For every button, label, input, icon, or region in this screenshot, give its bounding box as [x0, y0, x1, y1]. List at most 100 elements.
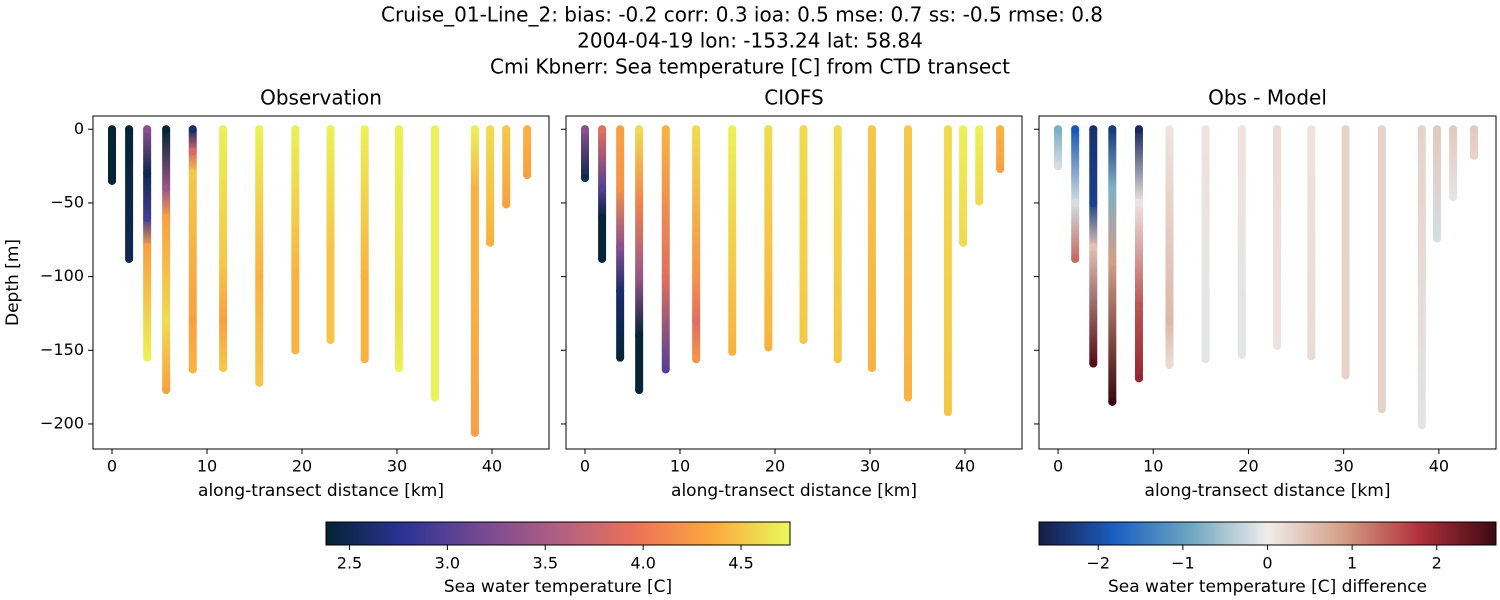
sample-point — [943, 125, 952, 134]
sample-point — [360, 272, 369, 281]
x-tick-label: 10 — [1143, 457, 1163, 476]
x-tick-label: 0 — [107, 457, 117, 476]
axes-frame — [92, 115, 550, 450]
sample-point — [1108, 257, 1117, 266]
colorbar-tick-label: 4.0 — [630, 554, 655, 573]
sample-point — [523, 170, 532, 179]
axes-frame — [565, 115, 1023, 450]
sample-point — [162, 316, 171, 325]
sample-point — [219, 316, 228, 325]
x-tick-label: 0 — [580, 457, 590, 476]
sample-point — [125, 125, 134, 134]
sample-point — [1341, 371, 1350, 380]
x-tick-label: 40 — [482, 457, 502, 476]
sample-point — [635, 198, 644, 207]
x-axis-label: along-transect distance [km] — [198, 481, 444, 501]
sample-point — [1071, 198, 1080, 207]
sample-point — [255, 272, 264, 281]
sample-point — [833, 125, 842, 134]
y-tick-label: −150 — [40, 340, 84, 359]
sample-point — [1377, 125, 1386, 134]
sample-point — [598, 184, 607, 193]
x-tick-label: 20 — [1238, 457, 1258, 476]
sample-point — [486, 238, 495, 247]
sample-point — [799, 335, 808, 344]
x-tick-label: 20 — [292, 457, 312, 476]
sample-point — [598, 213, 607, 222]
sample-point — [581, 125, 589, 134]
sample-point — [470, 184, 479, 193]
x-axis-label: along-transect distance [km] — [671, 481, 917, 501]
sample-point — [1449, 193, 1458, 202]
sample-point — [1054, 162, 1063, 171]
sample-point — [1417, 421, 1426, 430]
sample-point — [188, 316, 197, 325]
sample-point — [728, 125, 737, 134]
suptitle: Cmi Kbnerr: Sea temperature [C] from CTD… — [490, 55, 1010, 79]
panel-title: Obs - Model — [1208, 86, 1327, 110]
sample-point — [1237, 350, 1246, 359]
sample-point — [1307, 125, 1316, 134]
sample-point — [943, 408, 952, 417]
sample-point — [1134, 198, 1143, 207]
sample-point — [996, 165, 1005, 174]
sample-point — [1165, 125, 1174, 134]
sample-point — [692, 272, 701, 281]
sample-point — [1054, 125, 1063, 134]
colorbar-tick-label: 1 — [1347, 554, 1357, 573]
sample-point — [581, 173, 589, 182]
sample-point — [1089, 125, 1098, 134]
sample-point — [635, 125, 644, 134]
y-tick-label: −50 — [50, 192, 84, 211]
sample-point — [1089, 243, 1098, 252]
sample-point — [728, 347, 737, 356]
sample-point — [291, 272, 300, 281]
sample-point — [394, 363, 403, 372]
sample-point — [219, 363, 228, 372]
sample-point — [326, 125, 335, 134]
sample-point — [162, 386, 171, 395]
sample-point — [431, 125, 439, 134]
sample-point — [1417, 125, 1426, 134]
y-axis-label: Depth [m] — [3, 239, 23, 326]
sample-point — [1108, 397, 1117, 406]
sample-point — [143, 243, 152, 252]
sample-point — [255, 125, 264, 134]
colorbar — [325, 521, 791, 546]
sample-point — [143, 353, 152, 362]
sample-point — [1432, 125, 1441, 134]
sample-point — [1071, 254, 1080, 263]
sample-point — [108, 176, 116, 185]
sample-point — [598, 125, 607, 134]
sample-point — [188, 365, 197, 374]
sample-point — [486, 125, 495, 134]
sample-point — [867, 125, 876, 134]
sample-point — [1134, 302, 1143, 311]
sample-point — [1201, 125, 1210, 134]
colorbar-tick-label: 2 — [1432, 554, 1442, 573]
sample-point — [1071, 125, 1080, 134]
sample-point — [143, 169, 152, 178]
sample-point — [1377, 405, 1386, 414]
sample-point — [867, 363, 876, 372]
colorbar-tick-label: −2 — [1086, 554, 1110, 573]
sample-point — [143, 125, 152, 134]
sample-point — [1089, 198, 1098, 207]
sample-point — [431, 393, 439, 402]
sample-point — [1201, 355, 1210, 364]
sample-point — [470, 272, 479, 281]
sample-point — [764, 343, 773, 352]
x-tick-label: 40 — [1429, 457, 1449, 476]
sample-point — [799, 125, 808, 134]
sample-point — [1237, 125, 1246, 134]
colorbar-label: Sea water temperature [C] — [444, 577, 672, 597]
sample-point — [125, 254, 134, 263]
sample-point — [661, 365, 670, 374]
sample-point — [219, 257, 228, 266]
sample-point — [502, 125, 511, 134]
sample-point — [394, 125, 403, 134]
sample-point — [1341, 125, 1350, 134]
sample-point — [470, 125, 479, 134]
sample-point — [143, 213, 152, 222]
x-tick-label: 10 — [197, 457, 217, 476]
